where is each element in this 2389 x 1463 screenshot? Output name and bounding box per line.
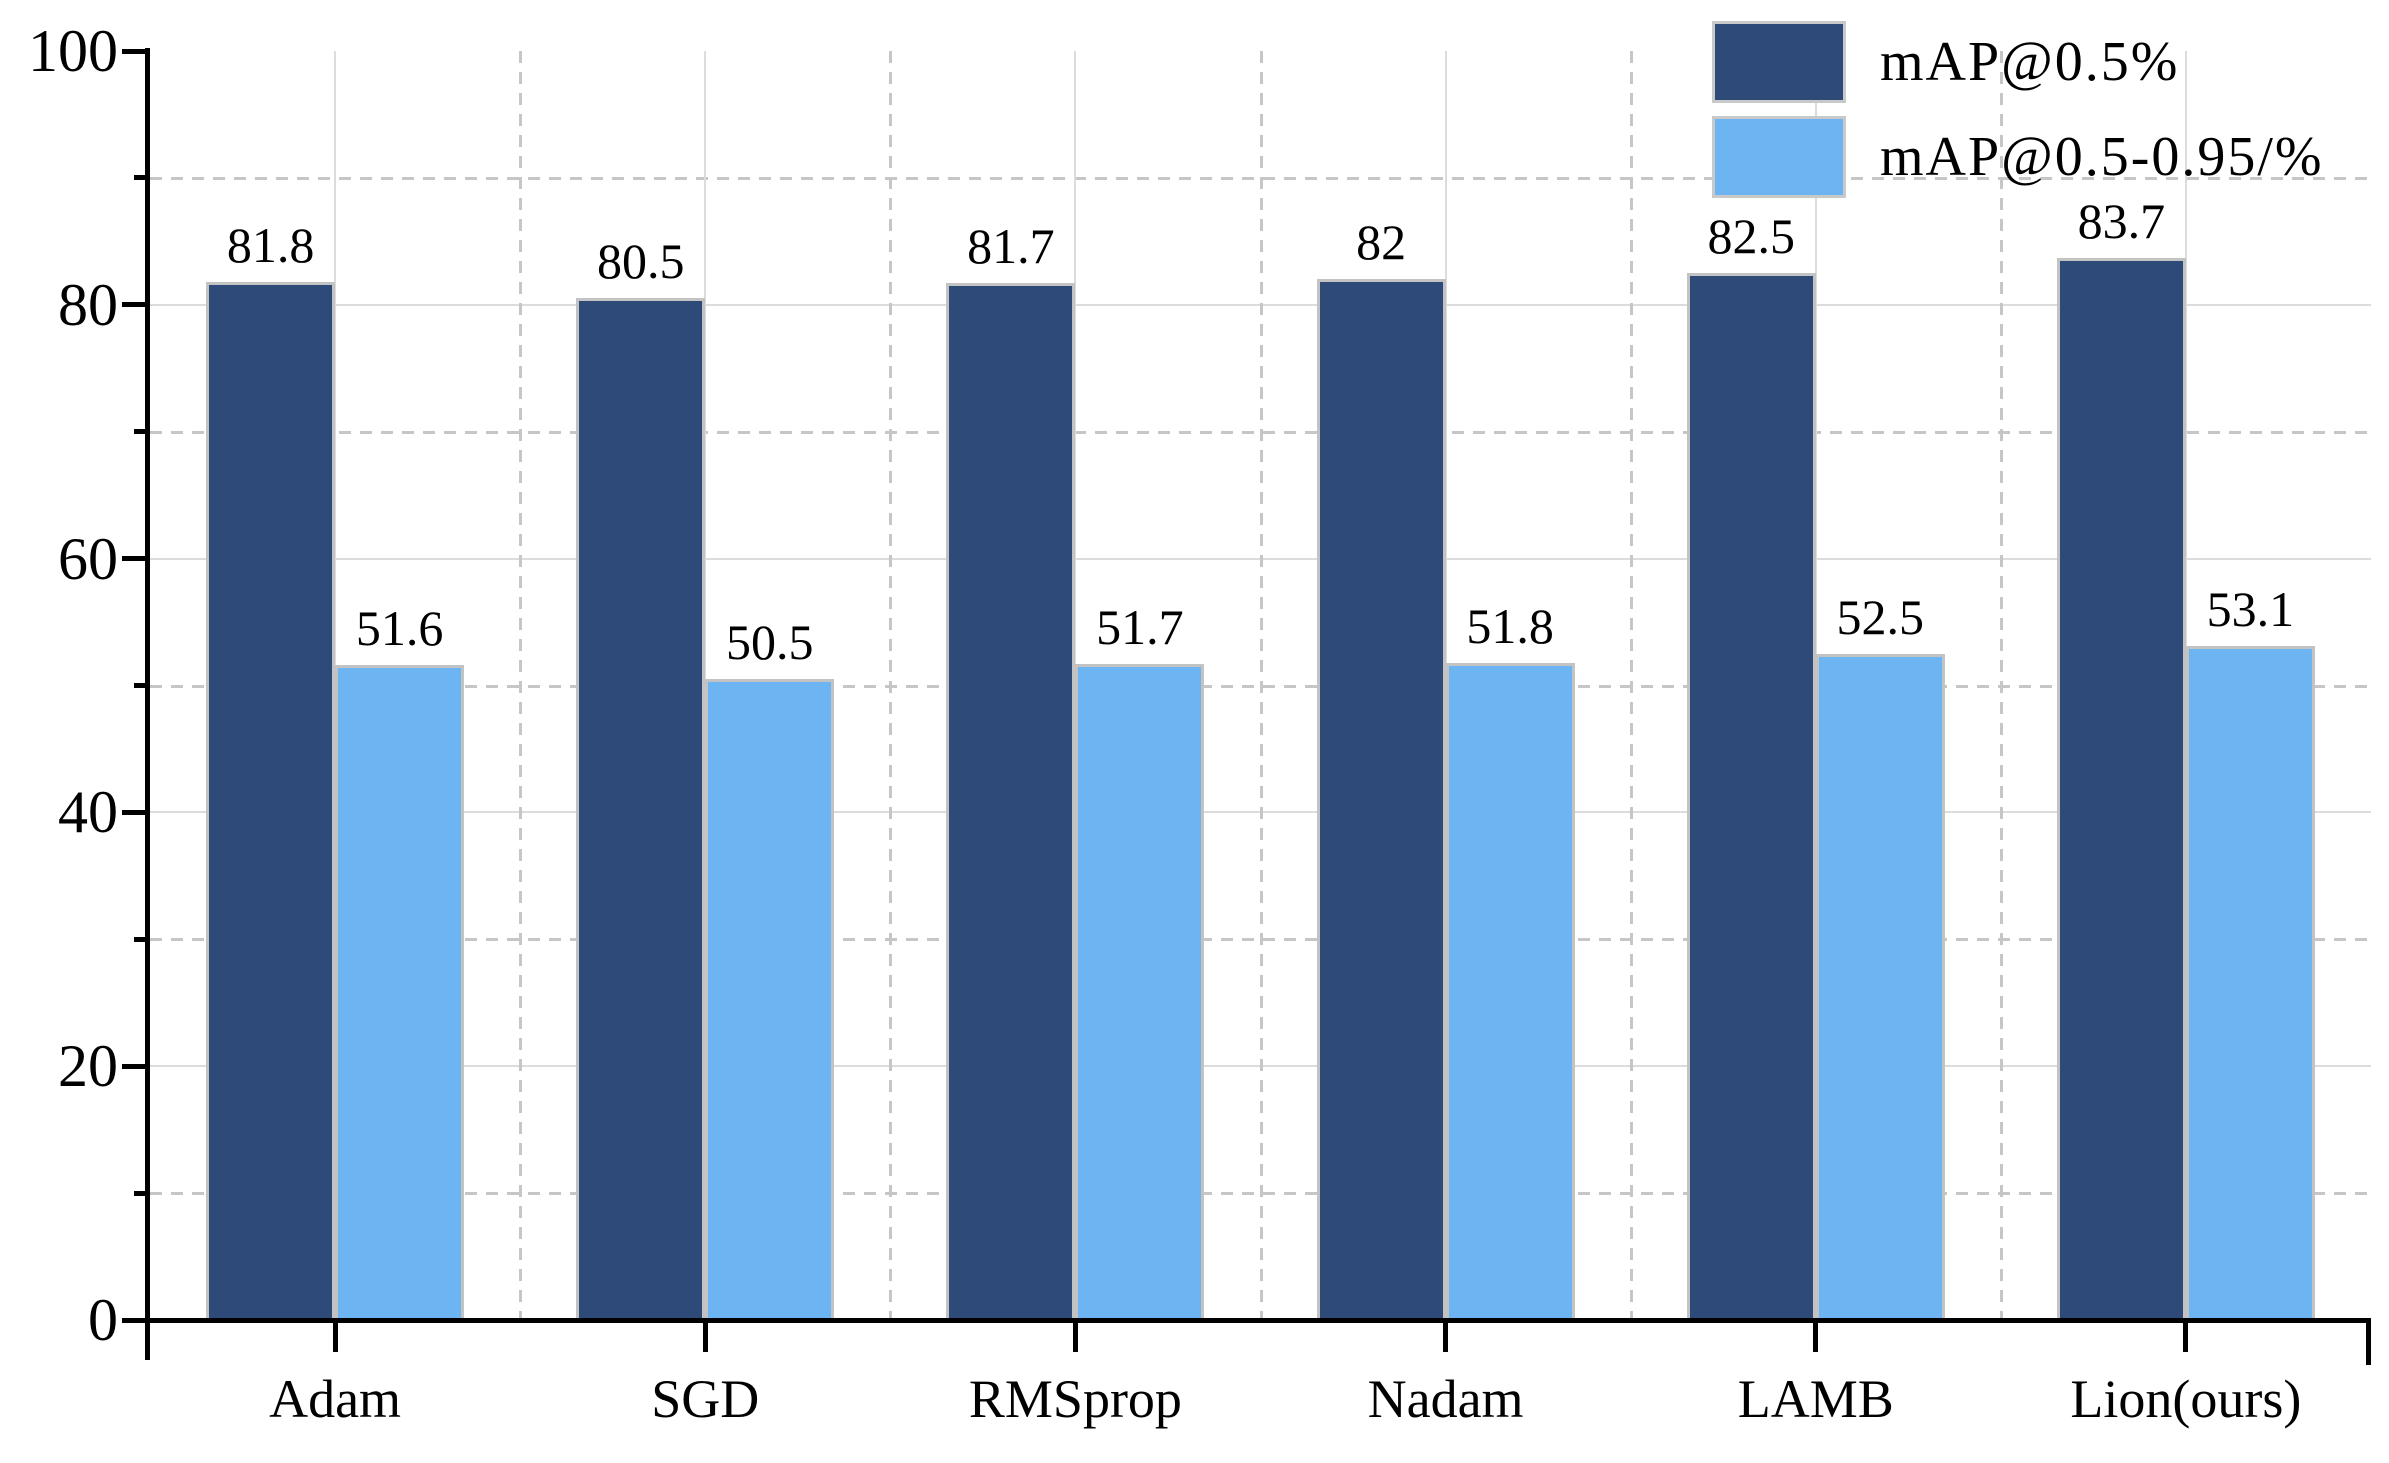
x-tick [332, 1320, 338, 1352]
y-tick-major [122, 48, 150, 54]
x-tick [1813, 1320, 1819, 1352]
x-tick [1443, 1320, 1449, 1352]
y-tick-minor [134, 936, 150, 942]
v-gridline-boundary [1629, 51, 1633, 1320]
bar-value-label: 81.8 [226, 216, 315, 273]
bar-map05-Adam [206, 281, 336, 1320]
y-tick-major [122, 809, 150, 815]
bar-map05-Nadam [1316, 279, 1446, 1320]
v-gridline-boundary [519, 51, 523, 1320]
bar-value-label: 53.1 [2206, 581, 2295, 638]
bar-value-label: 83.7 [2077, 192, 2166, 249]
v-gridline-boundary [889, 51, 893, 1320]
y-tick-minor [134, 683, 150, 688]
bar-value-label: 81.7 [967, 218, 1055, 275]
v-gridline-boundary [1999, 51, 2003, 1320]
bar-map05-095-Adam [335, 665, 465, 1320]
bar-value-label: 51.8 [1466, 597, 1554, 654]
x-tick [2183, 1320, 2189, 1352]
x-tick-label: Adam [269, 1369, 402, 1429]
bar-map05-RMSprop [946, 283, 1076, 1320]
y-tick-major [122, 1063, 150, 1069]
bar-value-label: 52.5 [1836, 588, 1925, 645]
y-tick-major [122, 556, 150, 562]
y-tick-label: 40 [58, 779, 118, 846]
legend-label-map05: mAP@0.5% [1880, 31, 2180, 93]
bar-value-label: 82 [1356, 214, 1407, 271]
x-tick-label: Nadam [1367, 1369, 1524, 1429]
y-axis-spine [145, 48, 150, 1360]
bar-map05-095-LAMB [1815, 653, 1945, 1320]
x-axis-spine [122, 1318, 2371, 1323]
y-tick-label: 20 [58, 1033, 118, 1100]
bar-map05-SGD [576, 298, 706, 1320]
y-tick-label: 0 [88, 1287, 118, 1353]
bar-value-label: 50.5 [726, 614, 814, 671]
x-axis-end-cap [2366, 1318, 2371, 1365]
bar-map05-095-Lion(ours) [2185, 646, 2315, 1320]
x-tick [702, 1320, 708, 1352]
y-tick-minor [134, 429, 150, 435]
y-tick-major [122, 302, 150, 308]
bar-value-label: 82.5 [1707, 208, 1796, 265]
bar-value-label: 51.7 [1096, 598, 1184, 655]
bar-value-label: 80.5 [597, 233, 685, 290]
x-tick-label: Lion(ours) [2070, 1369, 2302, 1429]
v-gridline-boundary [1259, 51, 1263, 1320]
bar-map05-095-SGD [705, 679, 835, 1320]
x-tick-label: RMSprop [968, 1369, 1182, 1429]
legend-label-map05-095: mAP@0.5-0.95/% [1880, 126, 2324, 188]
bar-value-label: 51.6 [355, 600, 444, 657]
y-tick-minor [134, 175, 150, 181]
bar-map05-095-Nadam [1445, 662, 1575, 1320]
x-tick [1072, 1320, 1078, 1352]
y-tick-minor [134, 1190, 150, 1196]
bar-map05-Lion(ours) [2056, 257, 2186, 1320]
legend-swatch-map05-095 [1712, 116, 1846, 198]
y-tick-label: 80 [58, 271, 118, 338]
legend-swatch-map05 [1712, 21, 1846, 103]
x-tick-label: LAMB [1737, 1369, 1894, 1429]
bar-map05-095-RMSprop [1075, 663, 1205, 1320]
x-tick-label: SGD [651, 1369, 760, 1429]
y-tick-label: 60 [58, 525, 118, 592]
y-tick-label: 100 [28, 18, 118, 84]
bar-map05-LAMB [1686, 273, 1816, 1320]
